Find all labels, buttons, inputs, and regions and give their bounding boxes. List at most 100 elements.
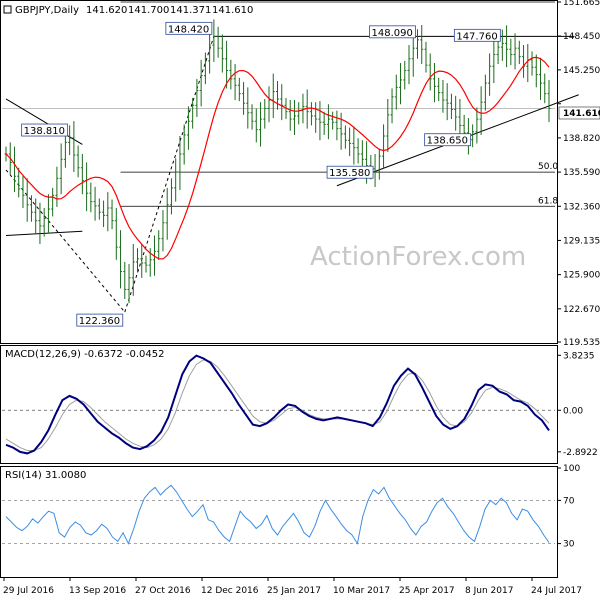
ohlc-bar: [496, 37, 500, 65]
price-annotation-4: 138.650: [424, 133, 472, 147]
price-axis-label-4: 138.820: [563, 134, 600, 144]
price-annotation-5: 135.580: [326, 165, 374, 179]
annotation-box: [165, 21, 213, 35]
ohlc-bar: [46, 194, 50, 234]
ohlc-bar: [343, 125, 347, 149]
annotation-box: [369, 25, 416, 39]
ohlc-bar: [63, 133, 67, 168]
price-panel-header-high: 141.700: [128, 5, 169, 16]
ohlc-bar: [475, 107, 479, 144]
annotation-box: [453, 28, 501, 42]
ohlc-bar: [131, 243, 135, 296]
macd-series-macd: [5, 354, 550, 455]
price-axis-label-9: 122.670: [563, 305, 600, 315]
macd-panel-frame: [0, 345, 558, 464]
ohlc-bar: [25, 178, 29, 222]
price-panel-header-symbol: GBPJPY,Daily: [15, 5, 79, 16]
fib-label-2: 61.8: [538, 196, 558, 206]
sma-line: [5, 56, 550, 260]
ohlc-bar: [123, 261, 127, 299]
price-axis-label-1: 148.450: [563, 32, 600, 42]
ohlc-bar: [246, 87, 250, 129]
ohlc-bar: [42, 207, 46, 237]
x-axis-label-6: 25 Apr 2017: [399, 586, 455, 596]
x-axis-label-1: 13 Sep 2016: [69, 586, 126, 596]
dashed-trendline-1: [124, 36, 215, 313]
price-annotation-2: 147.760: [453, 28, 501, 42]
ohlc-bar: [161, 210, 165, 252]
watermark: ActionForex.com: [310, 242, 526, 272]
annotation-text: 138.650: [427, 136, 468, 147]
ohlc-bar: [509, 38, 513, 66]
ohlc-bar: [29, 195, 33, 222]
price-annotation-6: 122.360: [76, 313, 124, 327]
last-price-label: 141.610: [563, 109, 600, 119]
ohlc-bar: [195, 78, 199, 117]
ohlc-bar: [403, 60, 407, 90]
rsi-panel-title: RSI(14) 31.0080: [5, 470, 86, 481]
ohlc-bar: [38, 202, 42, 244]
ohlc-bar: [114, 207, 118, 260]
ohlc-bar: [51, 187, 55, 217]
ohlc-bar: [102, 200, 106, 228]
ohlc-bar: [242, 82, 246, 115]
ohlc-bar: [97, 198, 101, 220]
ohlc-bar: [127, 264, 131, 304]
ohlc-bar: [428, 53, 432, 91]
x-axis-label-4: 25 Jan 2017: [267, 586, 321, 596]
ohlc-bar: [513, 33, 517, 70]
ohlc-bar: [326, 104, 330, 140]
ohlc-bar: [216, 26, 220, 58]
ohlc-bar: [191, 97, 195, 129]
ohlc-bar: [386, 98, 390, 152]
fib-label-1: 50.0: [538, 162, 558, 172]
ohlc-bar: [136, 248, 140, 273]
annotation-text: 148.090: [371, 28, 412, 39]
ohlc-bar: [225, 40, 229, 89]
macd-axis-label-1: 0.00: [563, 406, 583, 416]
ohlc-bar: [34, 198, 38, 235]
ohlc-bar: [318, 101, 322, 141]
ohlc-bar: [352, 126, 356, 165]
ohlc-bar: [483, 74, 487, 111]
ohlc-bar: [543, 73, 547, 104]
ohlc-bar: [394, 74, 398, 110]
axis-layer: 151.665 148.450 145.250 138.820 135.590 132.3…: [3, 0, 600, 596]
annotation-text: 135.580: [329, 168, 370, 179]
ohlc-bar: [93, 186, 97, 221]
annotation-text: 138.810: [24, 126, 65, 137]
macd-panel-title: MACD(12,26,9) -0.6372 -0.0452: [5, 349, 165, 360]
ohlc-bar: [174, 158, 178, 202]
ohlc-bar: [110, 199, 114, 230]
ohlc-bar: [488, 53, 492, 96]
ohlc-bar: [292, 100, 296, 135]
ohlc-bar: [106, 192, 110, 232]
ohlc-bar: [68, 125, 72, 156]
ohlc-bar: [331, 111, 335, 130]
rsi-layer: [2, 484, 555, 545]
macd-layer: [2, 354, 555, 455]
ohlc-bar: [165, 187, 169, 240]
ohlc-bar: [169, 178, 173, 215]
ohlc-bar: [500, 29, 504, 61]
ohlc-bar: [220, 34, 224, 73]
ohlc-bar: [356, 138, 360, 164]
macd-axis-label-2: -2.8922: [563, 448, 598, 458]
ohlc-bar: [55, 166, 59, 207]
x-axis-label-5: 10 Mar 2017: [333, 586, 390, 596]
ohlc-bar: [259, 102, 263, 147]
annotation-text: 122.360: [79, 316, 120, 327]
price-panel-header-close: 141.610: [212, 5, 253, 16]
annotation-text: 147.760: [456, 31, 497, 42]
ohlc-bar: [377, 148, 381, 180]
ohlc-bar: [445, 83, 449, 121]
ohlc-bar: [59, 143, 63, 195]
macd-axis-label-0: 3.8235: [563, 351, 595, 361]
ohlc-bar: [530, 51, 534, 76]
header-marker: [3, 5, 12, 14]
price-axis-label-6: 132.360: [563, 202, 600, 212]
x-axis-label-3: 12 Dec 2016: [201, 586, 259, 596]
price-axis-label-5: 135.590: [563, 168, 600, 178]
ohlc-bar: [492, 37, 496, 84]
